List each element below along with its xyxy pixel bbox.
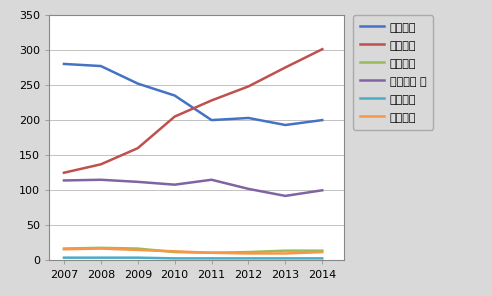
사법고시 bbox=[98, 246, 104, 250]
Legend: 간부후보, 경찰대학, 사법고시, 순경공채 등, 외무고시, 행정고시: 간부후보, 경찰대학, 사법고시, 순경공채 등, 외무고시, 행정고시 bbox=[353, 15, 433, 130]
경찰대학 bbox=[209, 99, 215, 102]
행정고시 bbox=[246, 252, 251, 255]
경찰대학 bbox=[246, 85, 251, 88]
행정고시 bbox=[172, 250, 178, 253]
사법고시 bbox=[246, 250, 251, 254]
경찰대학 bbox=[61, 171, 67, 175]
외무고시 bbox=[209, 257, 215, 260]
외무고시 bbox=[246, 257, 251, 260]
사법고시 bbox=[209, 251, 215, 255]
사법고시 bbox=[282, 249, 288, 252]
행정고시 bbox=[98, 247, 104, 250]
사법고시 bbox=[135, 247, 141, 250]
행정고시 bbox=[61, 247, 67, 251]
순경공채 등 bbox=[319, 189, 325, 192]
행정고시 bbox=[135, 248, 141, 252]
Line: 순경공채 등: 순경공채 등 bbox=[64, 180, 322, 196]
Line: 사법고시: 사법고시 bbox=[64, 248, 322, 253]
Line: 간부후보: 간부후보 bbox=[64, 64, 322, 125]
간부후보 bbox=[246, 116, 251, 120]
순경공채 등 bbox=[98, 178, 104, 181]
사법고시 bbox=[61, 247, 67, 250]
간부후보 bbox=[282, 123, 288, 127]
순경공채 등 bbox=[282, 194, 288, 198]
순경공채 등 bbox=[172, 183, 178, 186]
간부후보 bbox=[135, 82, 141, 85]
간부후보 bbox=[61, 62, 67, 66]
경찰대학 bbox=[98, 163, 104, 166]
간부후보 bbox=[209, 118, 215, 122]
경찰대학 bbox=[282, 66, 288, 69]
행정고시 bbox=[282, 252, 288, 255]
간부후보 bbox=[172, 94, 178, 97]
외무고시 bbox=[172, 257, 178, 260]
순경공채 등 bbox=[246, 187, 251, 191]
순경공채 등 bbox=[61, 179, 67, 182]
경찰대학 bbox=[319, 47, 325, 51]
행정고시 bbox=[319, 250, 325, 254]
외무고시 bbox=[61, 256, 67, 260]
경찰대학 bbox=[135, 147, 141, 150]
Line: 경찰대학: 경찰대학 bbox=[64, 49, 322, 173]
사법고시 bbox=[319, 249, 325, 252]
간부후보 bbox=[98, 64, 104, 68]
행정고시 bbox=[209, 251, 215, 255]
순경공채 등 bbox=[209, 178, 215, 181]
순경공채 등 bbox=[135, 180, 141, 184]
외무고시 bbox=[98, 256, 104, 260]
경찰대학 bbox=[172, 115, 178, 118]
외무고시 bbox=[319, 257, 325, 260]
Line: 행정고시: 행정고시 bbox=[64, 249, 322, 253]
간부후보 bbox=[319, 118, 325, 122]
사법고시 bbox=[172, 250, 178, 254]
외무고시 bbox=[135, 256, 141, 260]
외무고시 bbox=[282, 257, 288, 260]
